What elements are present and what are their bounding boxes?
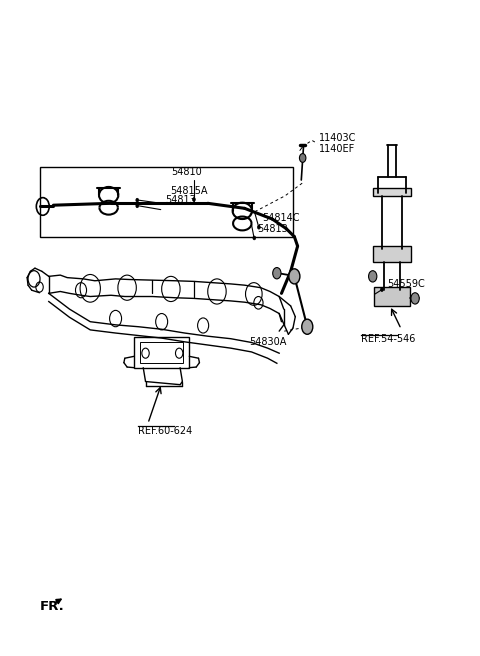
Text: 54559C: 54559C xyxy=(387,279,425,289)
Circle shape xyxy=(253,236,256,240)
Bar xyxy=(134,337,189,367)
Text: REF.60-624: REF.60-624 xyxy=(138,426,192,436)
Text: 54814C: 54814C xyxy=(262,213,300,223)
Bar xyxy=(373,287,410,306)
Circle shape xyxy=(273,268,281,279)
Circle shape xyxy=(369,271,377,282)
Text: 11403C: 11403C xyxy=(319,133,357,144)
Circle shape xyxy=(257,226,260,229)
Text: REF.54-546: REF.54-546 xyxy=(361,335,415,344)
Circle shape xyxy=(300,154,306,163)
Circle shape xyxy=(289,269,300,284)
Circle shape xyxy=(381,288,384,291)
Text: 54810: 54810 xyxy=(171,167,202,177)
Bar xyxy=(372,246,411,262)
Text: 54813: 54813 xyxy=(165,195,196,205)
Text: 54830A: 54830A xyxy=(249,337,287,347)
Text: 1140EF: 1140EF xyxy=(319,144,356,154)
Text: FR.: FR. xyxy=(39,600,64,613)
Circle shape xyxy=(136,198,139,202)
Text: 54815A: 54815A xyxy=(170,186,207,195)
Circle shape xyxy=(136,204,139,208)
Text: 54813: 54813 xyxy=(257,224,288,234)
Bar xyxy=(140,342,183,363)
Circle shape xyxy=(411,293,419,304)
Bar xyxy=(39,167,293,237)
Circle shape xyxy=(192,197,195,201)
Circle shape xyxy=(302,319,313,335)
Bar xyxy=(372,188,411,195)
